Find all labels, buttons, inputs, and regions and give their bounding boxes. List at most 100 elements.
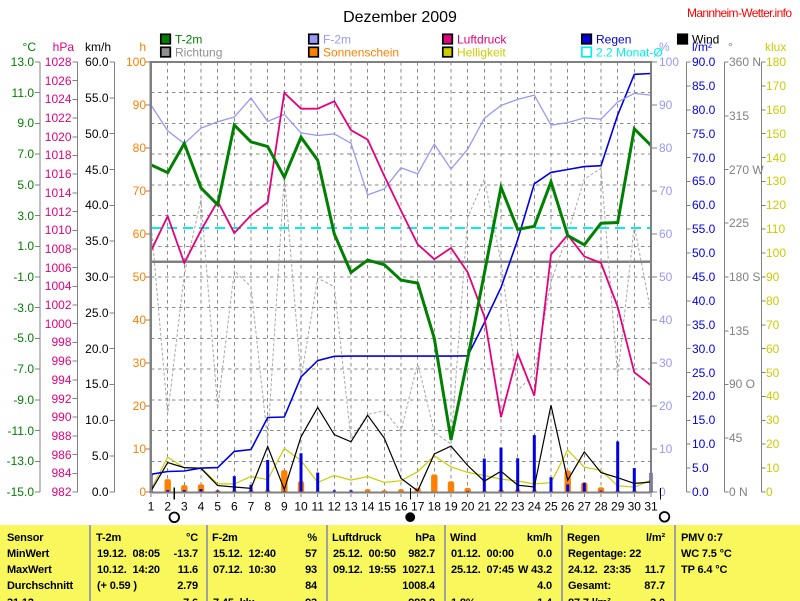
svg-text:1000: 1000	[45, 317, 72, 331]
svg-text:F-2m: F-2m	[323, 33, 351, 47]
svg-text:75.0: 75.0	[692, 127, 716, 141]
svg-text:986: 986	[51, 448, 71, 462]
svg-text:Helligkeit: Helligkeit	[457, 46, 506, 60]
svg-text:50.0: 50.0	[85, 127, 109, 141]
svg-text:1024: 1024	[45, 92, 72, 106]
svg-text:70: 70	[766, 318, 780, 332]
svg-text:996: 996	[51, 354, 71, 368]
svg-text:0: 0	[659, 485, 666, 499]
svg-text:1008: 1008	[45, 242, 72, 256]
svg-text:994: 994	[51, 373, 71, 387]
svg-text:110: 110	[766, 222, 785, 236]
svg-text:3.0: 3.0	[17, 209, 34, 223]
svg-text:1018: 1018	[45, 148, 72, 162]
svg-text:85.0: 85.0	[692, 79, 716, 93]
svg-text:10.0: 10.0	[692, 437, 716, 451]
svg-text:40.0: 40.0	[85, 198, 109, 212]
svg-text:70: 70	[659, 184, 673, 198]
svg-text:80: 80	[766, 294, 780, 308]
svg-text:8: 8	[264, 500, 271, 514]
svg-text:Regen: Regen	[596, 33, 631, 47]
svg-text:22: 22	[494, 500, 508, 514]
svg-text:25.0: 25.0	[85, 306, 109, 320]
svg-text:18: 18	[428, 500, 442, 514]
svg-text:990: 990	[51, 410, 71, 424]
svg-text:90: 90	[659, 98, 673, 112]
svg-text:180: 180	[766, 55, 786, 69]
svg-text:l/m²: l/m²	[692, 40, 712, 54]
svg-text:315: 315	[729, 109, 749, 123]
svg-text:1022: 1022	[45, 111, 72, 125]
svg-text:30: 30	[659, 356, 673, 370]
svg-text:-15.0: -15.0	[7, 485, 35, 499]
svg-text:27: 27	[578, 500, 592, 514]
svg-text:km/h: km/h	[85, 40, 111, 54]
svg-text:21: 21	[478, 500, 492, 514]
svg-text:1012: 1012	[45, 205, 72, 219]
svg-text:270 W: 270 W	[729, 163, 764, 177]
svg-text:80: 80	[659, 141, 673, 155]
svg-text:10.0: 10.0	[85, 413, 109, 427]
svg-text:6: 6	[231, 500, 238, 514]
svg-text:30.0: 30.0	[692, 342, 716, 356]
svg-text:15.0: 15.0	[85, 377, 109, 391]
svg-text:992: 992	[51, 392, 71, 406]
svg-text:984: 984	[51, 466, 71, 480]
svg-text:360 N: 360 N	[729, 55, 761, 69]
svg-text:Mannheim-Wetter.info: Mannheim-Wetter.info	[687, 6, 792, 20]
svg-text:T-2m: T-2m	[175, 33, 202, 47]
svg-text:50: 50	[133, 270, 147, 284]
svg-text:30: 30	[628, 500, 642, 514]
svg-text:3: 3	[181, 500, 188, 514]
svg-text:23: 23	[511, 500, 525, 514]
svg-text:31: 31	[644, 500, 658, 514]
svg-text:1010: 1010	[45, 223, 72, 237]
svg-text:%: %	[659, 40, 670, 54]
svg-text:50: 50	[766, 366, 780, 380]
svg-text:°: °	[728, 40, 733, 54]
svg-text:Richtung: Richtung	[175, 46, 222, 60]
svg-text:26: 26	[561, 500, 575, 514]
svg-text:0: 0	[766, 485, 773, 499]
svg-text:0 N: 0 N	[729, 485, 748, 499]
svg-text:1014: 1014	[45, 186, 72, 200]
svg-text:2: 2	[164, 500, 171, 514]
svg-text:1004: 1004	[45, 279, 72, 293]
svg-text:15.0: 15.0	[692, 413, 716, 427]
svg-text:12: 12	[328, 500, 342, 514]
svg-text:30.0: 30.0	[85, 270, 109, 284]
svg-text:20: 20	[766, 437, 780, 451]
svg-text:24: 24	[528, 500, 542, 514]
svg-text:45: 45	[729, 431, 743, 445]
svg-text:80: 80	[133, 141, 147, 155]
svg-text:11: 11	[311, 500, 324, 514]
svg-text:100: 100	[766, 246, 786, 260]
svg-text:135: 135	[729, 324, 749, 338]
svg-text:998: 998	[51, 335, 71, 349]
svg-text:1006: 1006	[45, 261, 72, 275]
svg-text:40: 40	[659, 313, 673, 327]
svg-text:170: 170	[766, 79, 786, 93]
svg-text:9.0: 9.0	[17, 116, 34, 130]
svg-text:1002: 1002	[45, 298, 72, 312]
svg-text:40: 40	[133, 313, 147, 327]
svg-text:°C: °C	[23, 40, 37, 54]
svg-text:70: 70	[133, 184, 147, 198]
svg-text:h: h	[139, 40, 146, 54]
svg-text:1: 1	[148, 500, 155, 514]
svg-text:Wind: Wind	[692, 33, 719, 47]
svg-text:90 O: 90 O	[729, 377, 755, 391]
svg-text:60: 60	[133, 227, 147, 241]
svg-text:30: 30	[766, 413, 780, 427]
svg-text:10: 10	[133, 442, 147, 456]
svg-text:17: 17	[411, 500, 425, 514]
svg-text:19: 19	[444, 500, 458, 514]
svg-text:120: 120	[766, 198, 786, 212]
svg-text:45.0: 45.0	[692, 270, 716, 284]
svg-text:40.0: 40.0	[692, 294, 716, 308]
svg-text:5.0: 5.0	[92, 449, 109, 463]
svg-text:Sonnenschein: Sonnenschein	[323, 46, 399, 60]
svg-text:14: 14	[361, 500, 375, 514]
svg-text:11.0: 11.0	[12, 86, 35, 100]
svg-text:20: 20	[659, 399, 673, 413]
